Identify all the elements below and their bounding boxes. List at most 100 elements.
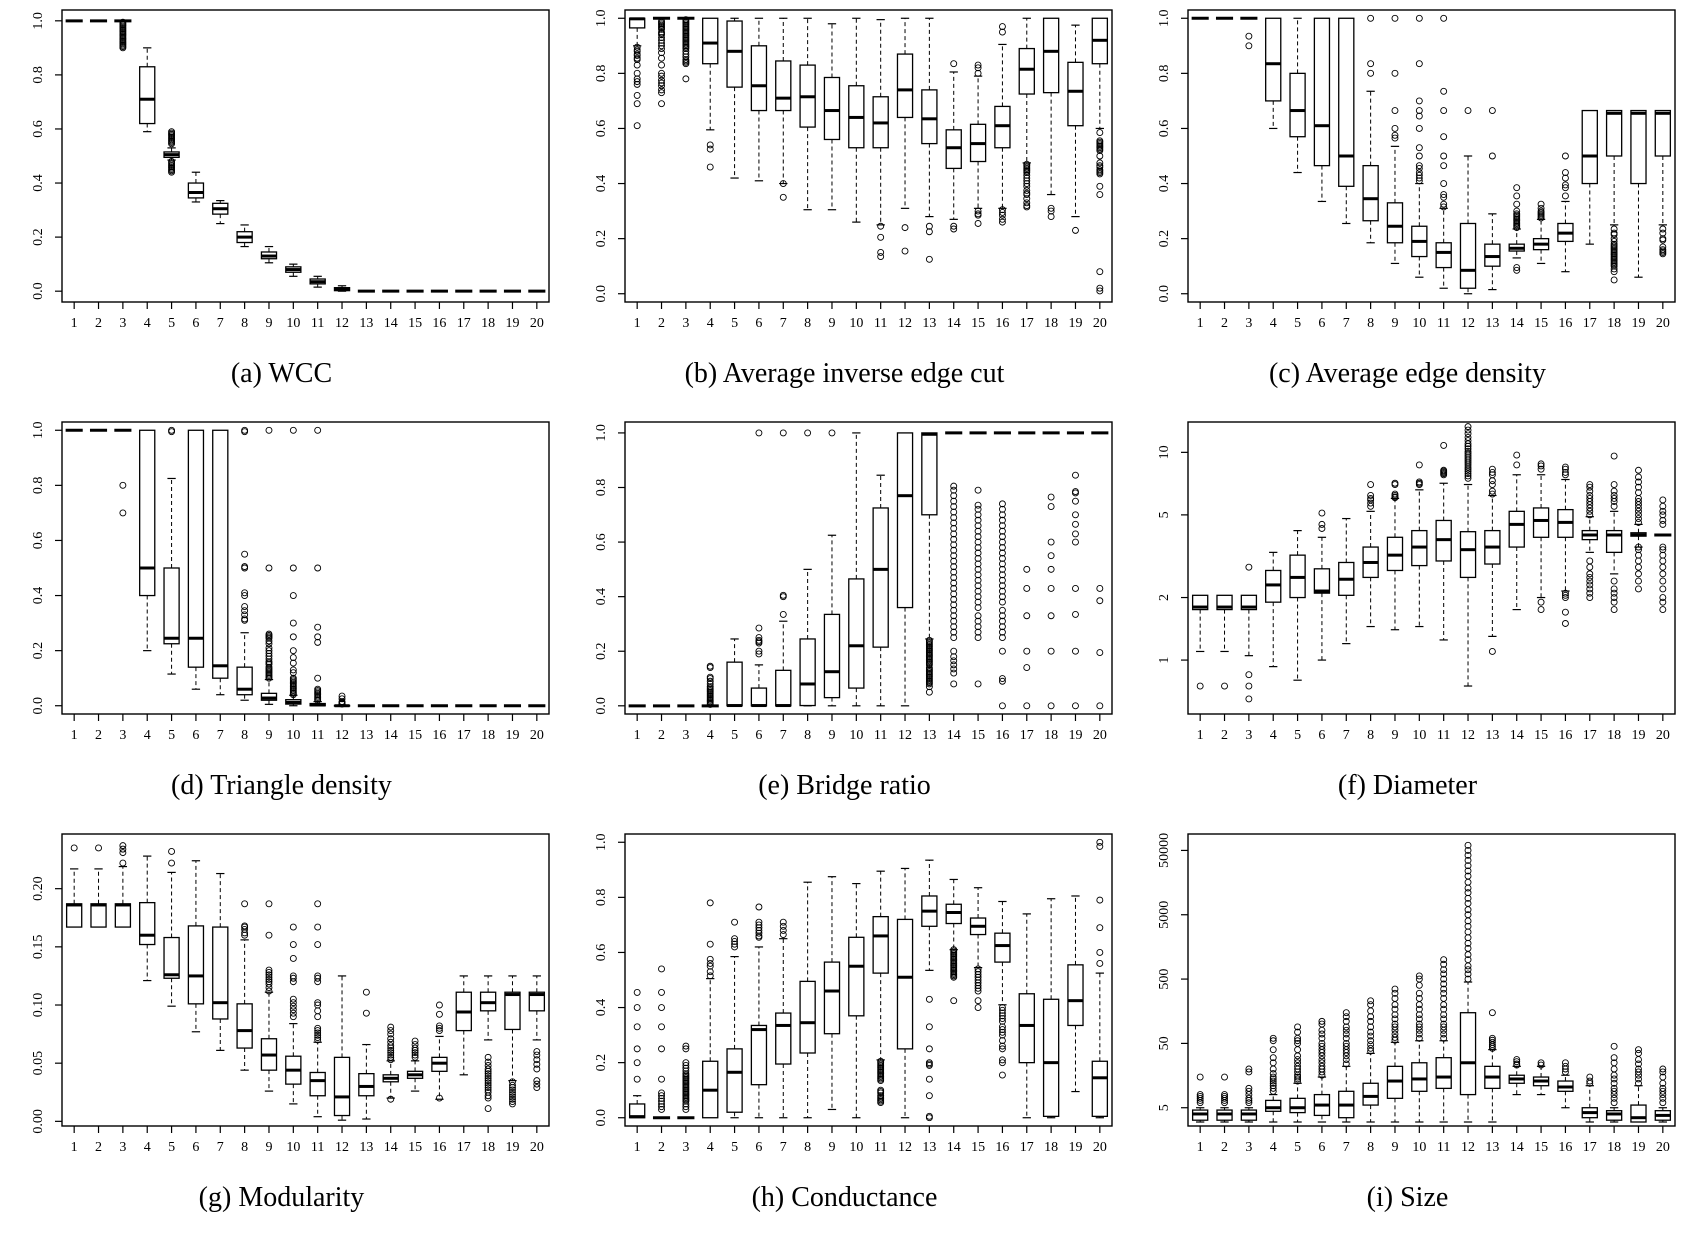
svg-text:11: 11 <box>311 728 324 743</box>
panel-caption-g: (g) Modularity <box>198 1182 365 1213</box>
svg-text:10: 10 <box>286 728 300 743</box>
panel-e: 0.0 0.2 0.4 0.6 0.8 1.0 1 2 3 4 5 6 7 8 9 10 11 12 13 14 15 1… <box>563 412 1126 824</box>
svg-text:0.0: 0.0 <box>594 285 609 303</box>
svg-text:0.2: 0.2 <box>31 228 46 246</box>
svg-text:0.2: 0.2 <box>1157 230 1172 248</box>
svg-text:17: 17 <box>1020 316 1034 331</box>
svg-text:14: 14 <box>384 316 398 331</box>
svg-text:13: 13 <box>1485 728 1499 743</box>
svg-text:5: 5 <box>1294 728 1301 743</box>
boxplot-canvas-a: 0.00.20.40.60.81.01 2 3 4 5 6 7 8 9 10 11 12 13 14 15 1… <box>31 9 550 331</box>
svg-text:0.0: 0.0 <box>594 697 609 715</box>
svg-text:4: 4 <box>144 728 151 743</box>
svg-text:15: 15 <box>971 728 985 743</box>
svg-text:7: 7 <box>780 316 787 331</box>
svg-text:3: 3 <box>1245 1140 1252 1155</box>
panel-f: 1 2 5 10 1 2 3 4 5 6 7 8 9 10 11 12 13 14 15 16 17 18 19 20 (f)… <box>1126 412 1689 824</box>
svg-text:13: 13 <box>359 728 373 743</box>
svg-text:0.6: 0.6 <box>31 532 46 550</box>
svg-text:15: 15 <box>971 316 985 331</box>
svg-text:16: 16 <box>432 728 446 743</box>
svg-text:18: 18 <box>1044 316 1058 331</box>
svg-text:13: 13 <box>922 1140 936 1155</box>
svg-text:0.8: 0.8 <box>594 889 609 907</box>
svg-text:2: 2 <box>658 316 665 331</box>
svg-text:10: 10 <box>1412 1140 1426 1155</box>
svg-text:16: 16 <box>995 728 1009 743</box>
svg-text:11: 11 <box>874 1140 887 1155</box>
svg-text:13: 13 <box>359 1140 373 1155</box>
svg-text:2: 2 <box>658 1140 665 1155</box>
svg-text:16: 16 <box>432 316 446 331</box>
svg-text:17: 17 <box>1020 728 1034 743</box>
boxplot-canvas-d: 0.00.20.40.60.81.01 2 3 4 5 6 7 8 9 10 11 12 13 14 15 1… <box>31 421 550 743</box>
svg-text:0.6: 0.6 <box>31 120 46 138</box>
svg-text:10: 10 <box>286 1140 300 1155</box>
svg-text:9: 9 <box>1391 728 1398 743</box>
svg-text:12: 12 <box>1461 728 1475 743</box>
svg-text:6: 6 <box>1318 1140 1325 1155</box>
svg-text:8: 8 <box>1367 728 1374 743</box>
panel-caption-a: (a) WCC <box>230 358 333 389</box>
svg-text:18: 18 <box>1044 1140 1058 1155</box>
svg-text:17: 17 <box>1583 728 1597 743</box>
svg-text:2: 2 <box>658 728 665 743</box>
boxplot-canvas-b: 0.00.20.40.60.81.01 2 3 4 5 6 7 8 9 10 11 12 13 14 15 1… <box>594 9 1113 331</box>
svg-text:0.4: 0.4 <box>31 174 46 192</box>
svg-text:18: 18 <box>481 316 495 331</box>
svg-text:0.4: 0.4 <box>594 175 609 193</box>
svg-text:20: 20 <box>1656 1140 1670 1155</box>
svg-text:11: 11 <box>874 728 887 743</box>
svg-text:16: 16 <box>995 316 1009 331</box>
svg-text:5: 5 <box>731 728 738 743</box>
svg-text:0.6: 0.6 <box>594 533 609 551</box>
svg-text:15: 15 <box>1534 1140 1548 1155</box>
svg-text:4: 4 <box>1270 316 1277 331</box>
svg-text:3: 3 <box>119 316 126 331</box>
svg-text:7: 7 <box>217 1140 224 1155</box>
svg-text:19: 19 <box>1631 728 1645 743</box>
svg-text:18: 18 <box>1607 1140 1621 1155</box>
svg-text:10: 10 <box>849 728 863 743</box>
svg-text:1.0: 1.0 <box>594 834 609 852</box>
boxplot-canvas-c: 0.00.20.40.60.81.01 2 3 4 5 6 7 8 9 10 11 12 13 14 15 1… <box>1157 9 1676 331</box>
panel-caption-i: (i) Size <box>1366 1182 1449 1213</box>
svg-text:8: 8 <box>804 1140 811 1155</box>
svg-text:5: 5 <box>168 316 175 331</box>
svg-text:5: 5 <box>1157 511 1172 518</box>
svg-text:0.05: 0.05 <box>31 1051 46 1076</box>
svg-text:13: 13 <box>359 316 373 331</box>
svg-text:4: 4 <box>144 316 151 331</box>
panel-d: 0.0 0.2 0.4 0.6 0.8 1.0 1 2 3 4 5 6 7 8 9 10 11 12 13 14 15 1… <box>0 412 563 824</box>
svg-text:10: 10 <box>849 316 863 331</box>
panel-caption-h: (h) Conductance <box>751 1182 938 1213</box>
panel-c: 0.0 0.2 0.4 0.6 0.8 1.0 1 2 3 4 5 6 7 8 9 10 11 12 13 14 15 1… <box>1126 0 1689 412</box>
svg-text:2: 2 <box>95 728 102 743</box>
svg-text:6: 6 <box>192 728 199 743</box>
svg-text:12: 12 <box>335 728 349 743</box>
svg-text:0.00: 0.00 <box>31 1109 46 1134</box>
svg-text:19: 19 <box>1068 1140 1082 1155</box>
svg-text:8: 8 <box>804 728 811 743</box>
svg-text:1: 1 <box>634 316 641 331</box>
svg-text:8: 8 <box>241 316 248 331</box>
svg-text:0.8: 0.8 <box>594 479 609 497</box>
svg-text:3: 3 <box>1245 728 1252 743</box>
boxplot-canvas-g: 0.000.050.100.150.201 2 3 4 5 6 7 8 9 10 11 12 13 14 1… <box>31 833 550 1155</box>
panel-caption-f: (f) Diameter <box>1337 770 1478 801</box>
svg-text:6: 6 <box>755 316 762 331</box>
svg-text:16: 16 <box>1558 1140 1572 1155</box>
svg-text:2: 2 <box>95 1140 102 1155</box>
svg-text:12: 12 <box>335 1140 349 1155</box>
panel-g: 0.00 0.05 0.10 0.15 0.20 1 2 3 4 5 6 7 8 9 10 11 12 13 14 1… <box>0 824 563 1236</box>
boxplot-canvas-e: 0.00.20.40.60.81.01 2 3 4 5 6 7 8 9 10 11 12 13 14 15 1… <box>594 421 1113 743</box>
panel-caption-c: (c) Average edge density <box>1268 358 1547 389</box>
svg-text:4: 4 <box>707 728 714 743</box>
svg-text:16: 16 <box>1558 728 1572 743</box>
svg-text:11: 11 <box>874 316 887 331</box>
svg-text:2: 2 <box>1221 728 1228 743</box>
svg-text:12: 12 <box>335 316 349 331</box>
svg-text:0.8: 0.8 <box>31 66 46 84</box>
svg-text:15: 15 <box>408 316 422 331</box>
svg-text:0.6: 0.6 <box>594 944 609 962</box>
